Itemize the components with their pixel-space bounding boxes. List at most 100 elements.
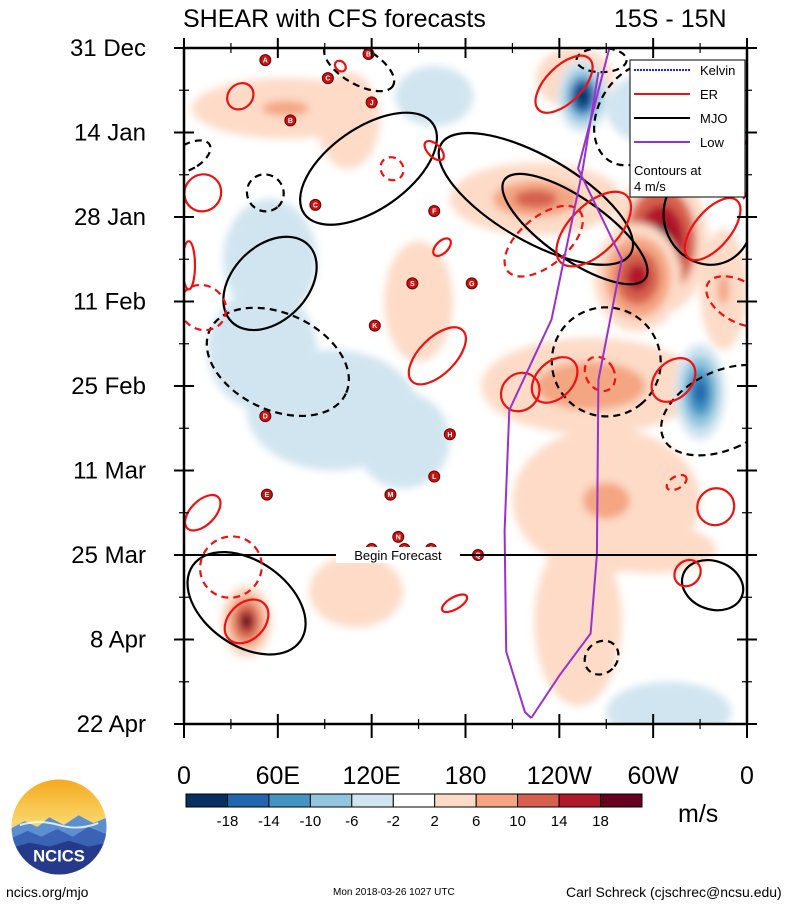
- ncics-logo: NCICS: [10, 778, 108, 876]
- shading-blob: [582, 482, 630, 519]
- shading-blob: [262, 100, 310, 116]
- legend-note-line2: 4 m/s: [634, 179, 666, 194]
- colorbar-label: 6: [472, 813, 480, 830]
- storm-marker: M: [384, 488, 397, 501]
- y-tick-label: 31 Dec: [70, 35, 146, 62]
- er-contour: [650, 357, 697, 403]
- storm-marker-dot: [368, 319, 381, 332]
- x-tick-label: 180: [445, 762, 487, 790]
- colorbar-label: -10: [300, 813, 322, 830]
- legend-label: Kelvin: [700, 63, 735, 78]
- storm-marker-letter: B: [366, 52, 371, 59]
- storm-marker-dot: [259, 410, 272, 423]
- low-contour-east: [530, 48, 623, 719]
- shading-blob: [563, 373, 619, 399]
- mjo-contour: [680, 559, 745, 612]
- er-contour: [665, 473, 688, 492]
- y-tick-label: 8 Apr: [90, 627, 146, 654]
- er-contour: [432, 237, 452, 258]
- storm-marker: G: [465, 277, 478, 290]
- storm-marker-dot: [428, 470, 441, 483]
- colorbar-label: -2: [387, 813, 400, 830]
- forecast-label: Begin Forecast: [354, 548, 442, 563]
- shading-blob: [391, 428, 415, 453]
- colorbar-swatch: [475, 793, 519, 808]
- x-tick-label: 0: [740, 762, 754, 790]
- shading-blob: [567, 600, 589, 643]
- storm-marker-dot: [259, 54, 272, 67]
- chart-title: SHEAR with CFS forecasts: [183, 5, 486, 33]
- footer-author: Carl Schreck (cjschrec@ncsu.edu): [566, 884, 782, 900]
- legend-label: ER: [700, 87, 718, 102]
- storm-marker-letter: D: [263, 414, 268, 421]
- mjo-contour: [583, 639, 620, 676]
- legend-note-line1: Contours at: [634, 163, 702, 178]
- storm-marker-dot: [309, 198, 322, 211]
- storm-marker-dot: [406, 277, 419, 290]
- storm-marker: N: [392, 530, 405, 543]
- colorbar-swatch: [392, 793, 436, 808]
- mjo-contour: [323, 48, 396, 93]
- mjo-contour: [184, 139, 212, 174]
- storm-marker: D: [259, 410, 272, 423]
- storm-marker-dot: [428, 204, 441, 217]
- forecast-label-background: [335, 547, 460, 563]
- storm-marker-letter: C: [325, 76, 330, 83]
- x-tick-label: 120W: [527, 762, 593, 790]
- colorbar-swatch: [227, 793, 270, 808]
- y-tick-label: 25 Feb: [71, 373, 146, 400]
- colorbar-label: 2: [431, 813, 439, 830]
- colorbar-label: 10: [509, 813, 526, 830]
- storm-marker: B: [284, 114, 297, 127]
- mjo-contour: [186, 550, 307, 656]
- storm-marker-letter: M: [388, 492, 394, 499]
- er-contour: [583, 355, 617, 393]
- storm-marker-letter: A: [263, 58, 268, 65]
- footer-url: ncics.org/mjo: [6, 884, 89, 900]
- shading-blob: [340, 108, 357, 133]
- er-contour: [530, 356, 579, 404]
- er-contour: [503, 204, 584, 278]
- storm-marker-letter: J: [370, 100, 374, 107]
- colorbar-swatch: [434, 793, 477, 808]
- er-contour: [226, 82, 255, 111]
- storm-marker-letter: F: [432, 208, 437, 215]
- er-contour: [673, 558, 702, 588]
- storm-marker-dot: [284, 114, 297, 127]
- storm-marker: L: [428, 470, 441, 483]
- shading-blob: [653, 704, 685, 720]
- storm-marker-dot: [384, 488, 397, 501]
- x-tick-label: 60E: [256, 762, 300, 790]
- axes: 31 Dec 14 Jan 28 Jan 11 Feb 25 Feb 11 Mar 25 M…: [70, 35, 757, 790]
- legend: Kelvin ER MJO Low Contours at4 m/s: [629, 59, 746, 198]
- colorbar-label: 18: [592, 813, 609, 830]
- low-contour-west: [503, 71, 600, 719]
- storm-marker: E: [260, 488, 273, 501]
- y-tick-label: 14 Jan: [74, 120, 146, 147]
- storm-marker-letter: C: [313, 202, 318, 209]
- storm-marker-letter: S: [410, 281, 415, 288]
- y-tick-label: 11 Feb: [73, 289, 146, 316]
- colorbar-swatch: [351, 793, 394, 808]
- er-contour: [407, 326, 467, 386]
- er-contour: [223, 598, 270, 645]
- storm-marker-letter: K: [372, 323, 377, 330]
- shading-blob: [514, 189, 558, 208]
- storm-marker: F: [428, 204, 441, 217]
- storm-marker-letter: L: [432, 474, 437, 481]
- mjo-contour: [222, 235, 318, 332]
- region-label: 15S - 15N: [614, 5, 727, 33]
- storm-marker-letter: H: [447, 432, 452, 439]
- colorbar-label: -18: [217, 813, 239, 830]
- x-tick-label: 120E: [342, 762, 400, 790]
- er-contour: [198, 535, 263, 599]
- y-tick-label: 22 Apr: [77, 711, 146, 738]
- legend-label: MJO: [700, 111, 727, 126]
- colorbar-swatch: [309, 793, 353, 808]
- er-contour: [184, 493, 222, 532]
- storm-marker: J: [365, 96, 378, 109]
- shading-blob: [717, 274, 730, 305]
- colorbar-swatch: [185, 793, 228, 808]
- mjo-contour: [575, 48, 628, 74]
- storm-marker-dot: [365, 96, 378, 109]
